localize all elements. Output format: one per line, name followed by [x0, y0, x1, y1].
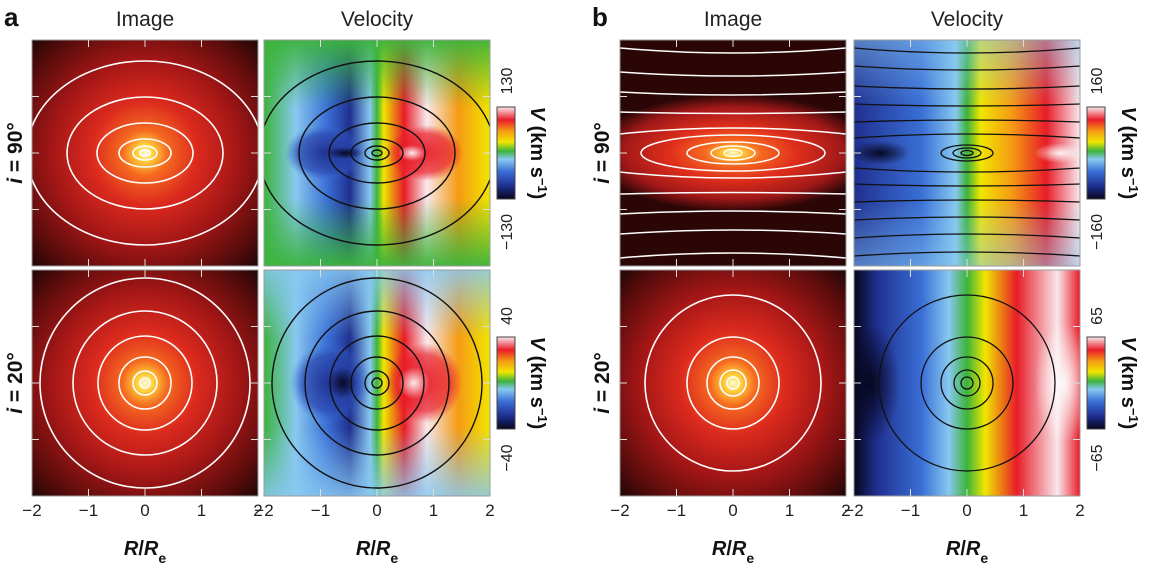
colorbar-b-i20: 65 −65 V (km s−1) — [1086, 307, 1142, 472]
colorbar-label-a-i20: V (km s−1) — [526, 337, 551, 430]
x-tick-label: 1 — [197, 501, 206, 520]
x-tick-label: −2 — [254, 501, 273, 520]
col-title-velocity-b: Velocity — [931, 8, 1004, 31]
colorbar-max-b-i90: 160 — [1089, 68, 1106, 95]
x-axis-labels: R/Re R/Re R/Re R/Re — [124, 538, 988, 566]
x-tick-labels: −2 −1 0 1 2−2 −1 0 1 2 −2 −1 0 1 2−2 −1 0 1 2 — [22, 501, 1084, 520]
colorbar-a-i20: 40 −40 V (km s−1) — [496, 307, 551, 472]
row-label-a-bottom: i = 20° — [4, 352, 27, 414]
colorbar-label-b-i90: V (km s−1) — [1117, 107, 1142, 200]
col-title-image-a: Image — [116, 8, 174, 31]
x-tick-label: −1 — [79, 501, 98, 520]
x-axis-label: R/Re — [124, 538, 166, 566]
map-velocity-b-i20 — [854, 270, 1080, 496]
colorbar-max-b-i20: 65 — [1089, 307, 1106, 325]
panel-ticks — [32, 40, 1080, 496]
colorbar-b-i90: 160 −160 V (km s−1) — [1086, 68, 1142, 250]
x-tick-label: 1 — [1019, 501, 1028, 520]
colorbar-max-a-i20: 40 — [499, 307, 516, 325]
map-image-b-i90 — [620, 40, 846, 266]
x-tick-label: 2 — [841, 501, 850, 520]
colorbar-label-b-i20: V (km s−1) — [1117, 337, 1142, 430]
colorbar-a-i90: 130 −130 V (km s−1) — [496, 68, 551, 250]
panel-letter-b: b — [592, 2, 608, 32]
x-tick-label: 2 — [1075, 501, 1084, 520]
x-axis-label: R/Re — [356, 538, 398, 566]
x-tick-label: −1 — [311, 501, 330, 520]
row-label-b-top: i = 90° — [591, 122, 614, 184]
map-velocity-a-i90 — [264, 40, 490, 266]
colorbar-min-a-i20: −40 — [499, 444, 516, 471]
x-tick-label: 0 — [140, 501, 149, 520]
row-label-b-bottom: i = 20° — [591, 352, 614, 414]
x-tick-label: −2 — [610, 501, 629, 520]
colorbar-max-a-i90: 130 — [499, 68, 516, 95]
colorbar-min-b-i90: −160 — [1089, 214, 1106, 250]
x-tick-label: 1 — [785, 501, 794, 520]
x-tick-label: 0 — [962, 501, 971, 520]
row-label-a-top: i = 90° — [4, 122, 27, 184]
x-tick-label: −2 — [844, 501, 863, 520]
map-velocity-b-i90 — [854, 40, 1080, 266]
x-tick-label: 0 — [372, 501, 381, 520]
x-tick-label: 0 — [728, 501, 737, 520]
col-title-image-b: Image — [704, 8, 762, 31]
x-tick-label: −1 — [667, 501, 686, 520]
map-velocity-a-i20 — [264, 270, 490, 496]
x-tick-label: 1 — [429, 501, 438, 520]
x-axis-label: R/Re — [946, 538, 988, 566]
x-axis-label: R/Re — [712, 538, 754, 566]
map-image-a-i20 — [32, 270, 258, 496]
map-image-a-i90 — [32, 40, 258, 266]
x-tick-label: 2 — [253, 501, 262, 520]
panel-letter-a: a — [4, 2, 19, 32]
col-title-velocity-a: Velocity — [341, 8, 414, 31]
colorbar-label-a-i90: V (km s−1) — [526, 107, 551, 200]
colorbar-min-b-i20: −65 — [1089, 444, 1106, 471]
map-image-b-i20 — [620, 270, 846, 496]
x-tick-label: 2 — [485, 501, 494, 520]
colorbar-min-a-i90: −130 — [499, 214, 516, 250]
x-tick-label: −1 — [901, 501, 920, 520]
x-tick-label: −2 — [22, 501, 41, 520]
